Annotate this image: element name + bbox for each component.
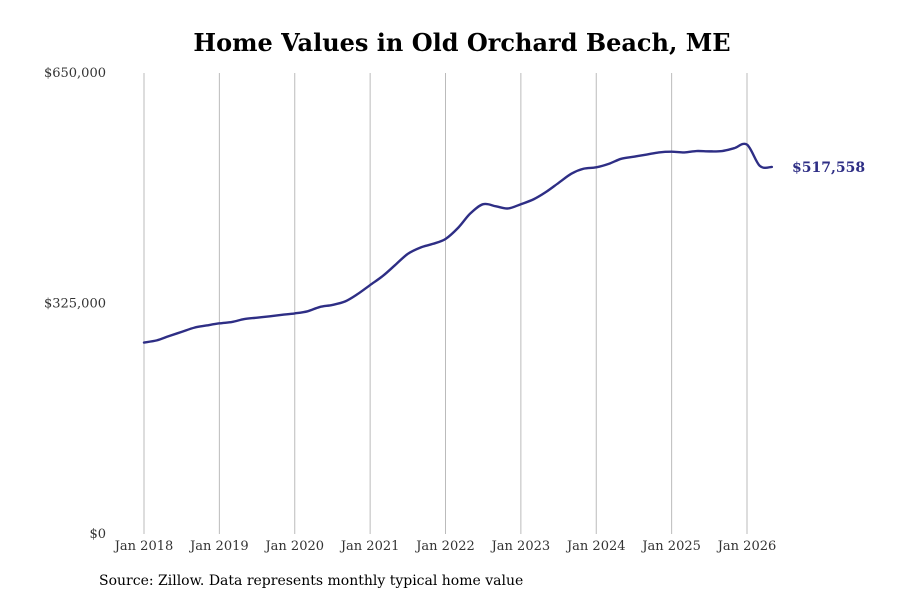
x-tick-label: Jan 2024 [565,539,626,554]
x-tick-label: Jan 2020 [263,539,324,554]
x-tick-label: Jan 2023 [490,539,551,554]
x-tick-label: Jan 2025 [640,539,701,554]
x-tick-label: Jan 2018 [113,539,174,554]
y-axis: $650,000 $325,000 $0 [44,66,106,542]
x-tick-label: Jan 2021 [339,539,400,554]
series-layer [142,142,774,344]
x-tick-label: Jan 2019 [188,539,249,554]
x-axis: Jan 2018 Jan 2019 Jan 2020 Jan 2021 Jan 2022… [113,539,777,554]
end-value-label: $517,558 [792,160,865,176]
chart-title: Home Values in Old Orchard Beach, ME [193,28,731,57]
x-tick-label: Jan 2026 [716,539,777,554]
y-tick-label: $650,000 [44,66,106,81]
source-note: Source: Zillow. Data represents monthly … [99,573,524,589]
label-layer: $517,558 [792,160,865,176]
series-line-0 [142,142,774,344]
y-tick-label: $325,000 [44,297,106,312]
y-tick-label: $0 [89,527,106,542]
x-tick-label: Jan 2022 [414,539,475,554]
grid-layer [143,73,748,534]
